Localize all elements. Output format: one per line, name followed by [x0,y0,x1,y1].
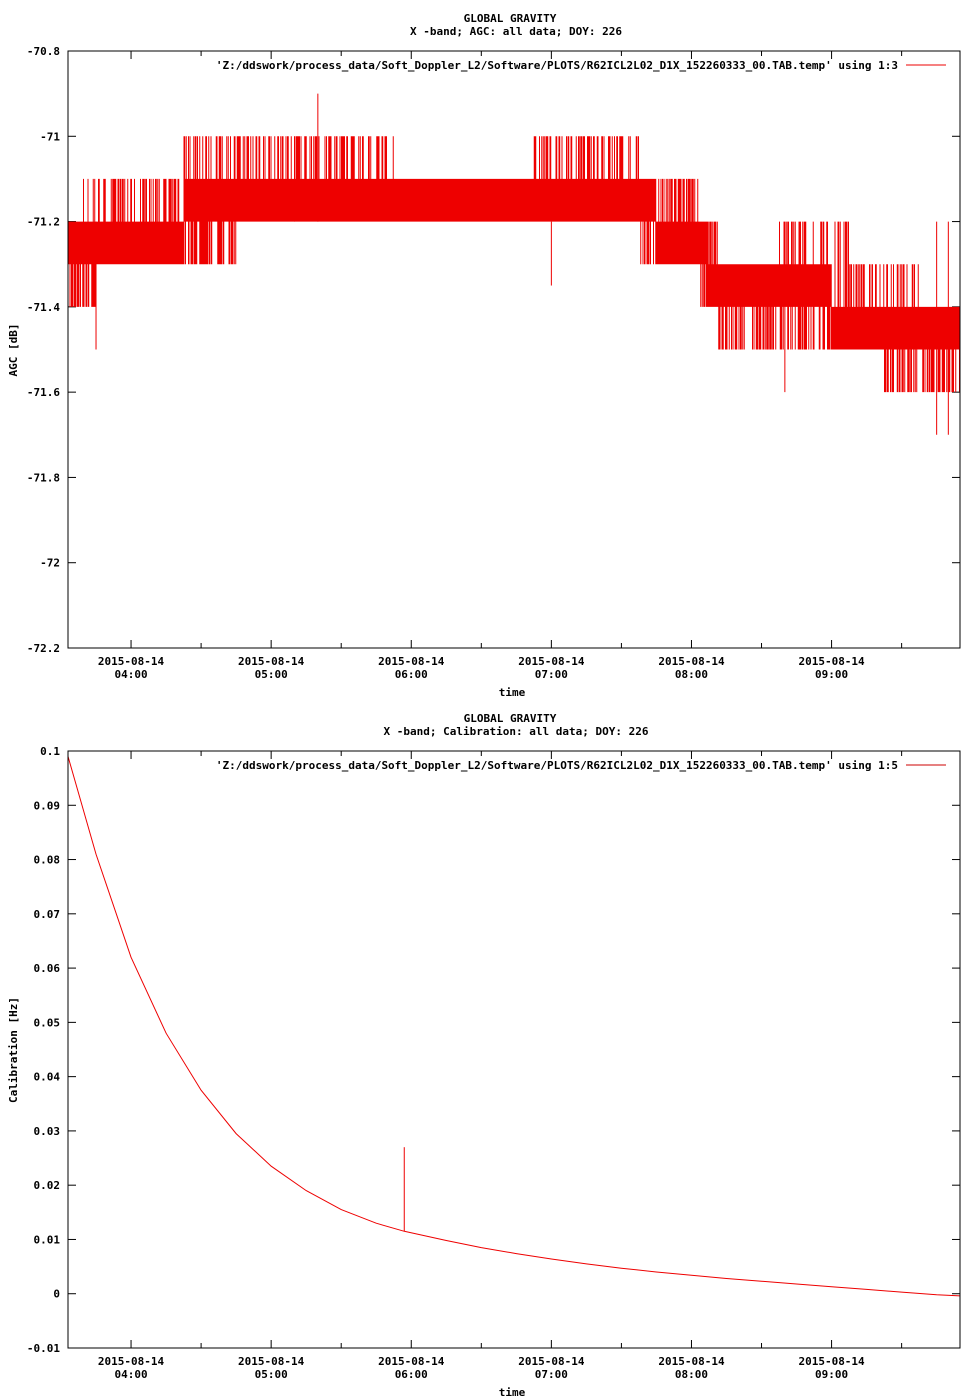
y-tick-label: -72 [40,557,60,570]
y-tick-label: 0.03 [34,1125,61,1138]
y-tick-label: -0.01 [27,1342,60,1355]
y-tick-label: -71.4 [27,301,60,314]
x-tick-date-label: 2015-08-14 [518,655,585,668]
agc-y-tick-labels: -70.8 -71 -71.2 -71.4 -71.6 -71.8 -72 -72.2 [27,45,60,655]
x-tick-date-label: 2015-08-14 [378,655,445,668]
agc-legend-label: 'Z:/ddswork/process_data/Soft_Doppler_L2… [216,59,898,72]
y-tick-label: 0 [53,1288,60,1301]
calibration-x-axis-label: time [499,1386,526,1399]
x-tick-time-label: 04:00 [114,1368,147,1381]
agc-data-band [68,136,960,393]
agc-chart-title: GLOBAL GRAVITY [464,12,557,25]
x-tick-date-label: 2015-08-14 [658,1355,725,1368]
x-tick-time-label: 08:00 [675,1368,708,1381]
agc-x-tick-labels: 2015-08-1404:002015-08-1405:002015-08-14… [98,655,865,681]
calibration-legend: 'Z:/ddswork/process_data/Soft_Doppler_L2… [216,759,946,772]
x-tick-time-label: 07:00 [535,1368,568,1381]
y-tick-label: 0.07 [34,908,61,921]
x-tick-date-label: 2015-08-14 [238,1355,305,1368]
agc-y-axis-label: AGC [dB] [7,324,20,377]
calibration-plot-frame [67,750,961,1349]
x-tick-time-label: 09:00 [815,668,848,681]
agc-series [68,93,960,435]
y-tick-label: 0.04 [34,1071,61,1084]
y-tick-label: 0.02 [34,1179,61,1192]
agc-plot-frame [67,50,961,649]
x-tick-date-label: 2015-08-14 [98,1355,165,1368]
calibration-legend-label: 'Z:/ddswork/process_data/Soft_Doppler_L2… [216,759,898,772]
x-tick-time-label: 05:00 [255,1368,288,1381]
x-tick-date-label: 2015-08-14 [798,655,865,668]
calibration-data-line [67,756,961,1297]
calibration-x-tick-labels: 2015-08-1404:002015-08-1405:002015-08-14… [98,1355,865,1381]
y-tick-label: -71 [40,130,60,143]
x-tick-time-label: 06:00 [395,1368,428,1381]
y-tick-label: -72.2 [27,642,60,655]
y-tick-label: -71.2 [27,216,60,229]
y-tick-label: 0.1 [40,745,60,758]
calibration-chart: GLOBAL GRAVITY X -band; Calibration: all… [7,712,961,1399]
y-tick-label: 0.01 [34,1233,61,1246]
calibration-chart-subtitle: X -band; Calibration: all data; DOY: 226 [384,725,649,738]
x-tick-date-label: 2015-08-14 [658,655,725,668]
calibration-y-tick-labels: 0.1 0.09 0.08 0.07 0.06 0.05 0.04 0.03 0.02 0.01 0… [27,745,60,1355]
y-tick-label: -70.8 [27,45,60,58]
x-tick-time-label: 04:00 [114,668,147,681]
y-tick-label: -71.6 [27,386,60,399]
calibration-chart-title: GLOBAL GRAVITY [464,712,557,725]
x-tick-date-label: 2015-08-14 [98,655,165,668]
y-tick-label: 0.08 [34,854,61,867]
y-tick-label: 0.06 [34,962,61,975]
x-tick-date-label: 2015-08-14 [798,1355,865,1368]
x-tick-time-label: 08:00 [675,668,708,681]
y-tick-label: 0.09 [34,799,61,812]
x-tick-time-label: 05:00 [255,668,288,681]
y-tick-label: 0.05 [34,1016,61,1029]
agc-chart-subtitle: X -band; AGC: all data; DOY: 226 [410,25,622,38]
x-tick-date-label: 2015-08-14 [518,1355,585,1368]
calibration-y-axis-label: Calibration [Hz] [7,997,20,1103]
agc-x-axis-label: time [499,686,526,699]
x-tick-date-label: 2015-08-14 [378,1355,445,1368]
x-tick-time-label: 07:00 [535,668,568,681]
agc-chart: GLOBAL GRAVITY X -band; AGC: all data; D… [7,12,961,699]
agc-tick-marks [68,50,960,649]
x-tick-time-label: 06:00 [395,668,428,681]
calibration-tick-marks [68,750,960,1349]
y-tick-label: -71.8 [27,471,60,484]
x-tick-time-label: 09:00 [815,1368,848,1381]
calibration-series [67,756,961,1297]
agc-legend: 'Z:/ddswork/process_data/Soft_Doppler_L2… [216,59,946,72]
x-tick-date-label: 2015-08-14 [238,655,305,668]
